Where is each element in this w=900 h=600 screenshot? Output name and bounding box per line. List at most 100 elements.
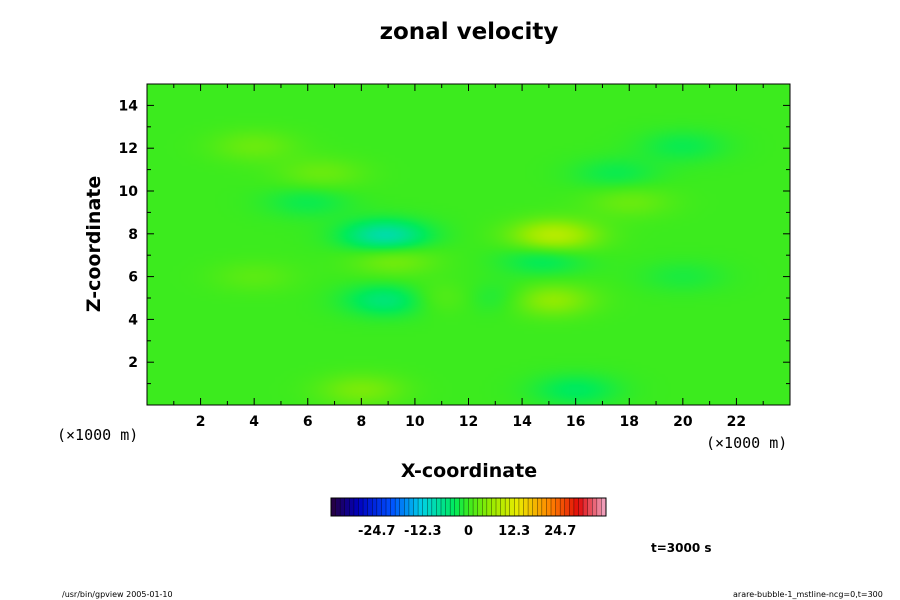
colorbar-ticks: -24.7 -12.3 0 12.3 24.7 [358, 524, 576, 539]
colorbar-cell [583, 498, 588, 516]
footer-command: /usr/bin/gpview 2005-01-10 [62, 590, 173, 599]
heatmap-field [146, 83, 791, 406]
colorbar-cell [537, 498, 543, 516]
chart-title: zonal velocity [380, 19, 559, 45]
colorbar-cell [399, 498, 405, 516]
x-tick-label: 12 [459, 414, 478, 430]
colorbar-cell [386, 498, 391, 516]
colorbar-cell [601, 498, 607, 516]
x-tick-label: 22 [727, 414, 746, 430]
colorbar-cell [376, 498, 382, 516]
colorbar-cell [427, 498, 433, 516]
colorbar-cell [367, 498, 373, 516]
footer-file: arare-bubble-1_mstline-ncg=0,t=300 [733, 590, 883, 599]
colorbar-tick-label: 12.3 [498, 524, 530, 539]
colorbar-tick-label: -24.7 [358, 524, 395, 539]
colorbar-cell [514, 498, 520, 516]
x-tick-label: 16 [566, 414, 585, 430]
colorbar-cell [404, 498, 410, 516]
x-tick-label: 14 [512, 414, 532, 430]
colorbar-cell [573, 498, 579, 516]
colorbar-cell [441, 498, 446, 516]
x-tick-label: 4 [249, 414, 259, 430]
colorbar: -24.7 -12.3 0 12.3 24.7 [330, 497, 607, 539]
colorbar-cell [500, 498, 506, 516]
colorbar-cell [555, 498, 561, 516]
y-tick-label: 8 [128, 227, 138, 243]
colorbar-cell [468, 498, 474, 516]
colorbar-cell [523, 498, 529, 516]
x-tick-label: 20 [673, 414, 693, 430]
colorbar-cell [596, 498, 602, 516]
colorbar-cell [418, 498, 423, 516]
colorbar-cell [482, 498, 488, 516]
colorbar-cell [473, 498, 478, 516]
x-axis: 2 4 6 8 10 12 14 16 18 20 22 [173, 84, 764, 430]
colorbar-cell [528, 498, 533, 516]
y-tick-label: 14 [119, 98, 139, 114]
colorbar-cell [390, 498, 396, 516]
colorbar-cell [532, 498, 538, 516]
heatmap-image [147, 84, 790, 405]
colorbar-cell [518, 498, 524, 516]
colorbar-cell [463, 498, 469, 516]
colorbar-cell [496, 498, 501, 516]
colorbar-tick-label: -12.3 [404, 524, 441, 539]
colorbar-cell [454, 498, 460, 516]
y-axis-label: Z-coordinate [83, 176, 105, 313]
colorbar-cell [445, 498, 451, 516]
y-tick-label: 2 [128, 355, 138, 371]
colorbar-cell [431, 498, 437, 516]
colorbar-cell [587, 498, 593, 516]
y-tick-label: 12 [119, 141, 138, 157]
colorbar-cell [331, 498, 336, 516]
colorbar-cell [569, 498, 575, 516]
colorbar-cell [551, 498, 556, 516]
colorbar-cell [491, 498, 497, 516]
colorbar-cell [486, 498, 492, 516]
colorbar-cell [395, 498, 401, 516]
y-tick-label: 6 [128, 270, 138, 286]
colorbar-cell [578, 498, 584, 516]
colorbar-cell [363, 498, 368, 516]
colorbar-frame [330, 497, 607, 517]
colorbar-cell [505, 498, 511, 516]
colorbar-cell [408, 498, 414, 516]
colorbar-cell [592, 498, 598, 516]
colorbar-cell [335, 498, 341, 516]
colorbar-cell [372, 498, 378, 516]
x-tick-label: 10 [405, 414, 425, 430]
x-tick-label: 8 [356, 414, 366, 430]
colorbar-cell [560, 498, 566, 516]
colorbar-tick-label: 0 [464, 524, 473, 539]
y-tick-label: 10 [119, 184, 139, 200]
colorbar-cell [450, 498, 456, 516]
colorbar-cell [353, 498, 359, 516]
x-tick-label: 18 [620, 414, 639, 430]
colorbar-cell [358, 498, 364, 516]
colorbar-tick-label: 24.7 [544, 524, 576, 539]
colorbar-cell [541, 498, 547, 516]
y-tick-label: 4 [128, 312, 138, 328]
colorbar-cell [422, 498, 428, 516]
x-units-label: (×1000 m) [706, 434, 787, 452]
colorbar-cell [381, 498, 387, 516]
colorbar-cells [331, 498, 607, 516]
colorbar-cell [340, 498, 346, 516]
colorbar-cell [459, 498, 465, 516]
colorbar-cell [349, 498, 355, 516]
time-label: t=3000 s [651, 541, 712, 555]
colorbar-cell [546, 498, 552, 516]
x-tick-label: 2 [196, 414, 206, 430]
colorbar-cell [344, 498, 350, 516]
colorbar-cell [436, 498, 442, 516]
x-axis-label: X-coordinate [401, 460, 537, 482]
x-tick-label: 6 [303, 414, 313, 430]
y-axis: 2 4 6 8 10 12 14 [119, 98, 790, 385]
colorbar-cell [509, 498, 515, 516]
colorbar-cell [477, 498, 483, 516]
colorbar-cell [413, 498, 419, 516]
y-units-label: (×1000 m) [57, 426, 138, 444]
colorbar-cell [564, 498, 570, 516]
